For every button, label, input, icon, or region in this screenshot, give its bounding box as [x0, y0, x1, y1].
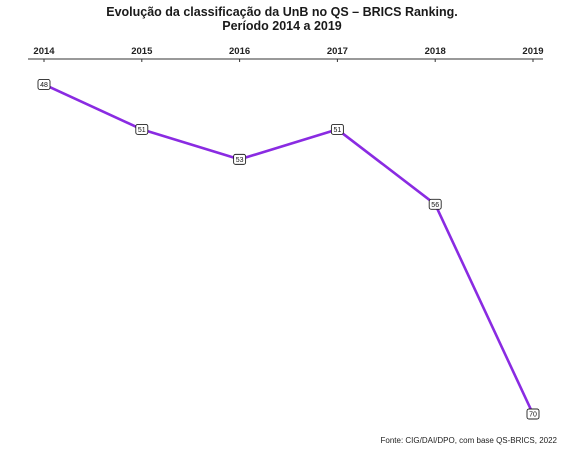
- data-point-2019: 70: [526, 408, 540, 420]
- data-point-2015: 51: [135, 123, 149, 135]
- data-label-box-2017: [330, 123, 344, 135]
- x-axis-ticks: 2014 2015 2016 2017 2018 2019: [33, 46, 544, 62]
- data-label-box-2019: [526, 408, 540, 420]
- data-label-2017: 51: [334, 127, 342, 134]
- x-tick-label-2014: 2014: [33, 46, 55, 57]
- data-label-2016: 53: [236, 157, 244, 164]
- data-label-2014: 48: [40, 82, 48, 89]
- source-caption: Fonte: CIG/DAI/DPO, com base QS-BRICS, 2…: [380, 436, 557, 445]
- x-tick-label-2019: 2019: [522, 46, 543, 57]
- x-tick-label-2016: 2016: [229, 46, 250, 57]
- chart-subtitle: Período 2014 a 2019: [222, 19, 342, 33]
- x-tick-label-2017: 2017: [327, 46, 348, 57]
- data-point-2016: 53: [233, 153, 247, 165]
- data-point-2017: 51: [330, 123, 344, 135]
- data-label-box-2018: [428, 198, 442, 210]
- x-tick-label-2015: 2015: [131, 46, 153, 57]
- chart-title: Evolução da classificação da UnB no QS –…: [106, 5, 457, 19]
- data-point-2018: 56: [428, 198, 442, 210]
- plot-area: 48 51 53 51 56 70: [37, 79, 540, 420]
- data-label-box-2016: [233, 153, 247, 165]
- data-label-box-2014: [37, 79, 51, 90]
- series-line: [42, 83, 535, 416]
- data-label-2019: 70: [529, 412, 537, 419]
- data-label-2015: 51: [138, 127, 146, 134]
- data-label-box-2015: [135, 123, 149, 135]
- data-point-2014: 48: [37, 79, 51, 90]
- data-label-2018: 56: [431, 202, 439, 209]
- x-tick-label-2018: 2018: [425, 46, 446, 57]
